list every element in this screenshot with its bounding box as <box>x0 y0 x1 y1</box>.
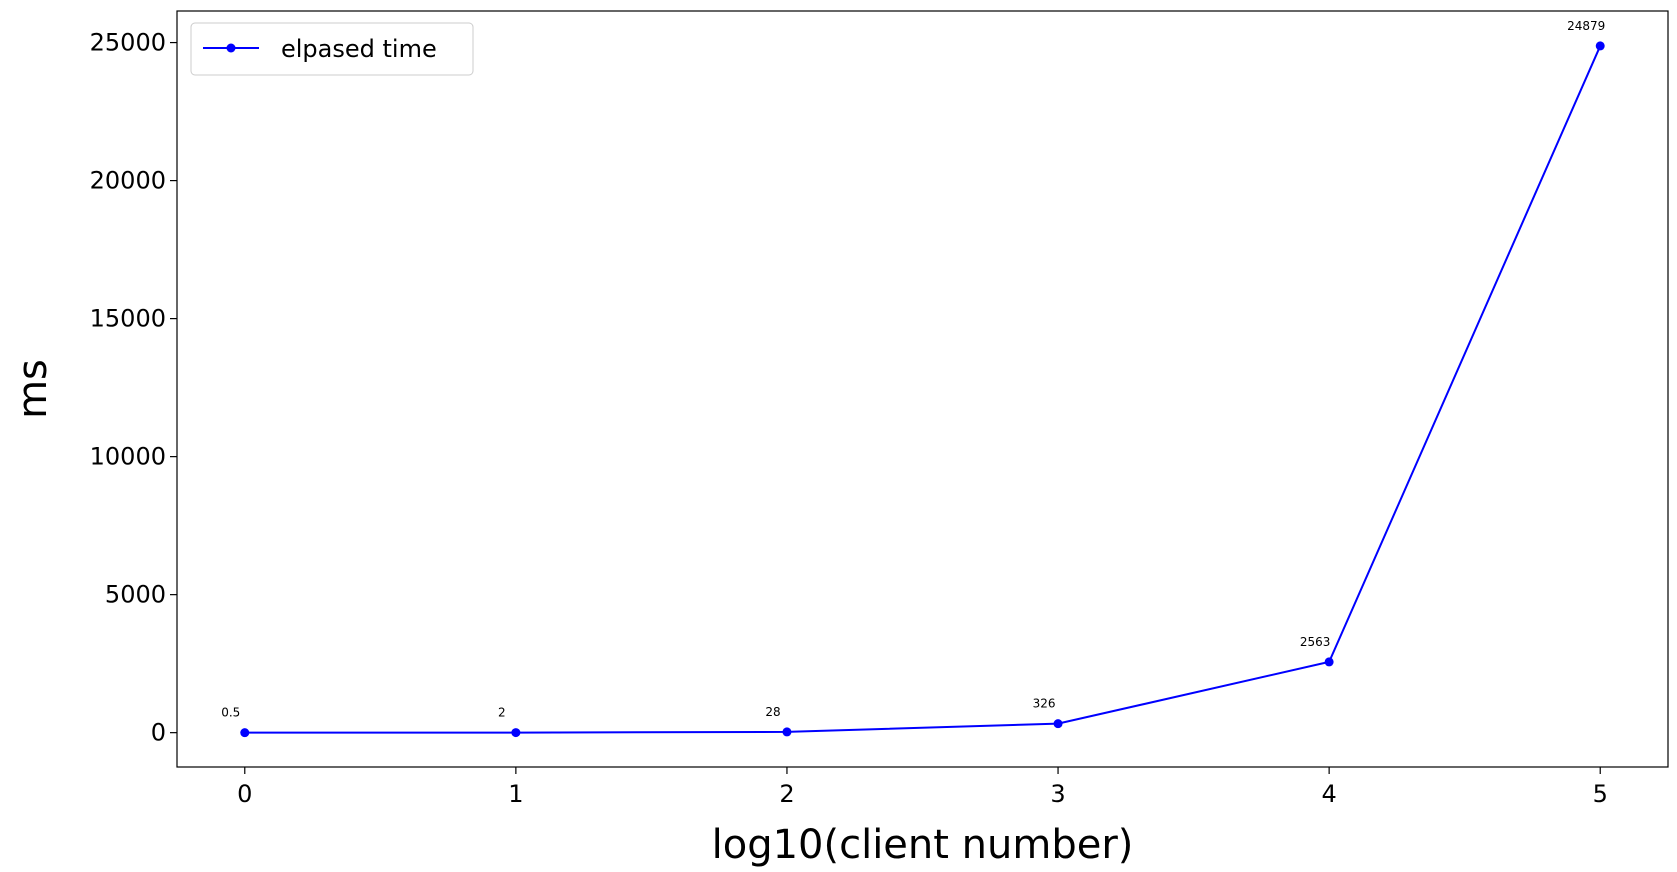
y-tick-label: 25000 <box>90 29 166 57</box>
data-point <box>782 727 792 737</box>
x-tick-label: 1 <box>508 780 523 808</box>
data-label: 28 <box>765 705 780 719</box>
y-tick-label: 5000 <box>105 581 166 609</box>
data-point <box>1053 719 1063 729</box>
legend: elpased time <box>190 22 474 76</box>
series-line <box>244 45 1602 734</box>
legend-marker-swatch <box>226 43 236 53</box>
data-label: 24879 <box>1567 19 1605 33</box>
x-tick-label: 3 <box>1050 780 1065 808</box>
data-label: 0.5 <box>221 706 240 720</box>
data-point <box>511 728 521 738</box>
x-tick-label: 0 <box>237 780 252 808</box>
y-axis-title: ms <box>10 359 56 419</box>
y-tick-label: 15000 <box>90 305 166 333</box>
data-point <box>1595 41 1605 51</box>
y-tick-label: 20000 <box>90 167 166 195</box>
data-label: 2 <box>498 706 506 720</box>
x-tick-label: 4 <box>1321 780 1336 808</box>
legend-box <box>190 22 474 76</box>
y-tick-label: 0 <box>151 719 166 747</box>
x-tick-label: 2 <box>779 780 794 808</box>
legend-label: elpased time <box>281 35 437 63</box>
y-tick-label: 10000 <box>90 443 166 471</box>
data-point <box>240 728 250 738</box>
data-label: 2563 <box>1300 635 1331 649</box>
x-tick-label: 5 <box>1593 780 1608 808</box>
data-labels: 0.5 2 28 326 2563 24879 <box>221 19 1605 720</box>
plot-area-frame <box>176 10 1669 768</box>
data-label: 326 <box>1033 697 1056 711</box>
x-axis-title: log10(client number) <box>712 822 1134 868</box>
series-layer <box>240 41 1605 738</box>
axis-ticks: 0 1 2 3 4 5 0 5000 10000 15000 20000 25000 <box>90 29 1608 808</box>
data-point <box>1324 657 1334 667</box>
